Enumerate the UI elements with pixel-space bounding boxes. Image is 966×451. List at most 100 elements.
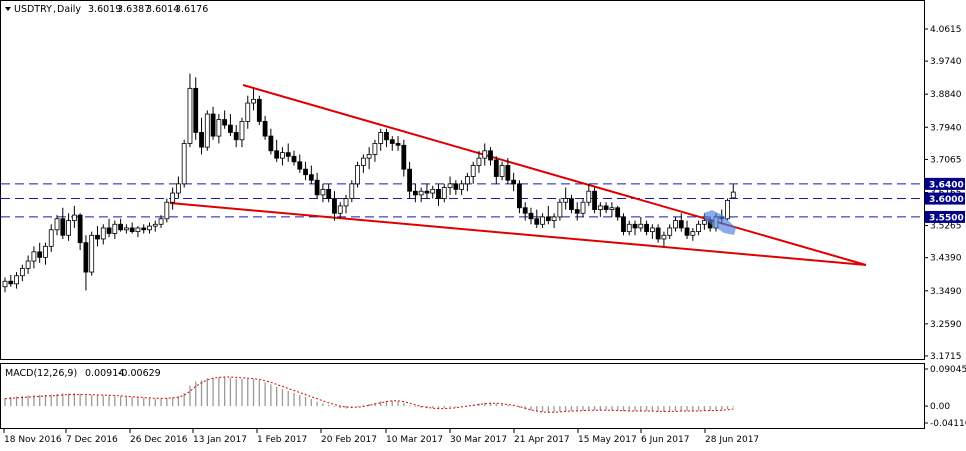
candle [129,222,135,234]
candle-body [430,188,436,194]
candle [210,106,216,140]
price-tick-label: 3.7940 [930,123,962,133]
candle-body [170,192,176,203]
header-symbol: USDTRY [14,4,52,15]
candle-body [649,227,655,233]
candle-body [123,227,129,231]
candle [644,220,649,236]
candle [285,143,291,162]
candle [678,213,684,232]
candle-body [152,223,158,227]
trendlines [169,84,867,266]
x-tick-label: 15 May 2017 [578,435,637,445]
candle-body [574,209,580,214]
candle-body [251,98,256,104]
candle-body [632,223,638,229]
candle-body [31,251,37,262]
candle-body [696,223,701,233]
level-labels: 3.6400 3.6000 3.5500 [925,177,965,223]
candle [297,154,303,173]
candle [389,136,395,151]
candle-body [678,220,684,229]
candle [586,183,592,206]
candle [517,180,522,214]
candle [320,183,326,203]
x-tick-label: 21 Apr 2017 [514,435,570,445]
candle-body [378,132,384,144]
candle [48,224,54,252]
upper-trendline[interactable] [242,84,867,266]
header-comma: , [53,4,56,15]
candle-body [517,183,522,209]
level-label: 3.6000 [929,195,964,205]
candle [725,198,730,221]
candle-body [60,218,66,236]
candle-body [19,267,25,277]
candle-body [389,139,395,144]
price-tick-label: 3.9740 [930,57,962,67]
candle-body [71,214,77,222]
candle [164,198,170,223]
candle [199,117,204,155]
breakout-highlight-shape [704,210,736,235]
candle-body [95,234,100,240]
candle [632,220,638,236]
candle [522,202,528,221]
candle-body [181,143,187,185]
candle-body [314,179,320,196]
candle [95,226,100,247]
candle [106,218,112,238]
collapse-triangle-icon[interactable] [5,7,11,11]
x-axis: 18 Nov 2016 7 Dec 2016 26 Dec 2016 13 Jan 2… [3,429,759,445]
candle [655,224,661,243]
candle [424,183,430,199]
x-tick-label: 1 Feb 2017 [257,435,307,445]
candle [158,215,164,228]
header-high: 3.6387 [117,4,150,15]
candle [193,77,199,140]
lower-trendline[interactable] [169,202,867,266]
candle-body [320,188,326,196]
candle-body [355,165,360,185]
candle [204,110,210,151]
candle [459,180,465,195]
candle-body [499,165,505,177]
candle [412,183,418,203]
candle [696,220,701,236]
candle-body [540,216,545,225]
candle-body [262,121,268,137]
candle-body [48,229,54,247]
candle [2,277,8,293]
candle-body [37,251,43,258]
candle [170,187,176,210]
candle [684,220,690,239]
candle [545,205,551,225]
candle-body [424,190,430,194]
candle [54,215,60,236]
candle [384,128,389,148]
candle [187,73,193,148]
candle-body [638,223,644,229]
candle [511,172,517,192]
candle-body [557,201,563,218]
breakout-highlight [704,210,736,235]
candle-body [268,135,274,152]
candle [557,198,563,221]
candle-body [412,190,418,196]
candle-body [615,207,621,218]
candle-body [621,216,626,233]
candle [488,147,493,166]
candle-body [661,234,667,240]
candle [430,185,436,199]
candle-body [592,190,597,210]
level-label-box [925,192,965,205]
candle [135,226,141,238]
candle-body [534,218,540,225]
candle-body [216,119,222,137]
candle [574,202,580,221]
candle [540,213,545,228]
candle [100,224,106,245]
candle-body [453,183,459,190]
candle [551,213,557,228]
candle-body [522,207,528,214]
